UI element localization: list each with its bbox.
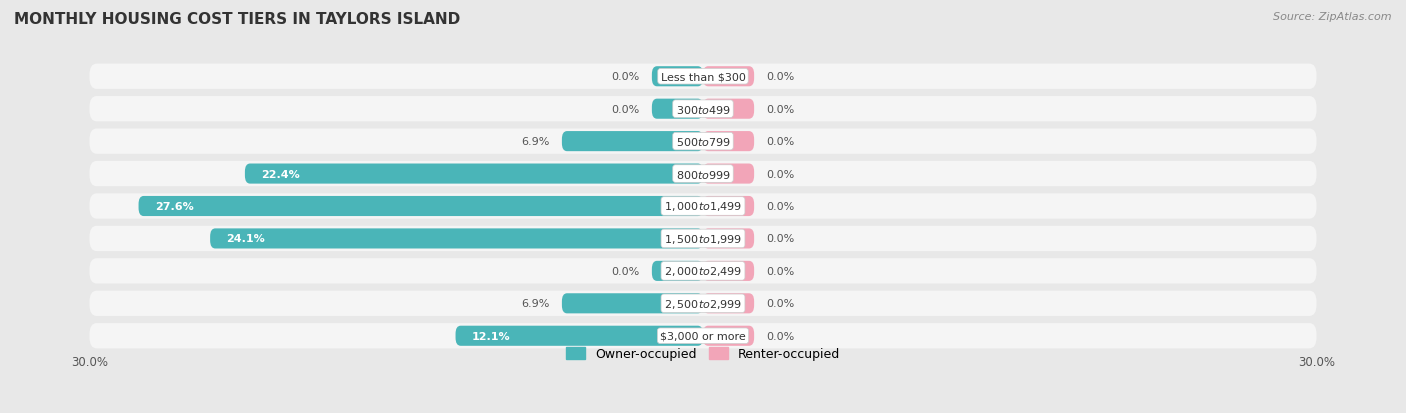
Text: 0.0%: 0.0% [766,169,794,179]
Text: 0.0%: 0.0% [766,137,794,147]
FancyBboxPatch shape [90,259,1316,284]
Text: 0.0%: 0.0% [766,299,794,309]
Text: $1,500 to $1,999: $1,500 to $1,999 [664,233,742,245]
Text: 6.9%: 6.9% [522,299,550,309]
Text: MONTHLY HOUSING COST TIERS IN TAYLORS ISLAND: MONTHLY HOUSING COST TIERS IN TAYLORS IS… [14,12,460,27]
Text: 0.0%: 0.0% [766,72,794,82]
FancyBboxPatch shape [703,132,754,152]
Text: $2,500 to $2,999: $2,500 to $2,999 [664,297,742,310]
FancyBboxPatch shape [90,64,1316,90]
FancyBboxPatch shape [652,67,703,87]
FancyBboxPatch shape [245,164,703,184]
Text: 0.0%: 0.0% [766,234,794,244]
Text: 12.1%: 12.1% [472,331,510,341]
Legend: Owner-occupied, Renter-occupied: Owner-occupied, Renter-occupied [567,347,839,361]
Text: 0.0%: 0.0% [612,266,640,276]
FancyBboxPatch shape [703,100,754,119]
FancyBboxPatch shape [703,229,754,249]
Text: 6.9%: 6.9% [522,137,550,147]
FancyBboxPatch shape [703,326,754,346]
FancyBboxPatch shape [456,326,703,346]
FancyBboxPatch shape [90,129,1316,154]
Text: 0.0%: 0.0% [766,266,794,276]
Text: 0.0%: 0.0% [766,202,794,211]
FancyBboxPatch shape [703,261,754,281]
Text: 30.0%: 30.0% [70,355,108,368]
FancyBboxPatch shape [652,261,703,281]
FancyBboxPatch shape [562,132,703,152]
Text: 24.1%: 24.1% [226,234,266,244]
Text: $800 to $999: $800 to $999 [675,168,731,180]
FancyBboxPatch shape [90,226,1316,252]
Text: 30.0%: 30.0% [1298,355,1336,368]
Text: 22.4%: 22.4% [262,169,299,179]
Text: $500 to $799: $500 to $799 [675,136,731,148]
Text: 27.6%: 27.6% [155,202,194,211]
Text: 0.0%: 0.0% [766,331,794,341]
FancyBboxPatch shape [139,197,703,216]
FancyBboxPatch shape [90,323,1316,349]
FancyBboxPatch shape [90,291,1316,316]
FancyBboxPatch shape [90,194,1316,219]
FancyBboxPatch shape [703,294,754,313]
Text: Less than $300: Less than $300 [661,72,745,82]
FancyBboxPatch shape [703,197,754,216]
Text: $3,000 or more: $3,000 or more [661,331,745,341]
FancyBboxPatch shape [703,67,754,87]
FancyBboxPatch shape [209,229,703,249]
Text: $300 to $499: $300 to $499 [675,103,731,115]
FancyBboxPatch shape [652,100,703,119]
Text: $1,000 to $1,499: $1,000 to $1,499 [664,200,742,213]
FancyBboxPatch shape [90,161,1316,187]
Text: 0.0%: 0.0% [766,104,794,114]
FancyBboxPatch shape [703,164,754,184]
FancyBboxPatch shape [562,294,703,313]
FancyBboxPatch shape [90,97,1316,122]
Text: 0.0%: 0.0% [612,104,640,114]
Text: 0.0%: 0.0% [612,72,640,82]
Text: $2,000 to $2,499: $2,000 to $2,499 [664,265,742,278]
Text: Source: ZipAtlas.com: Source: ZipAtlas.com [1274,12,1392,22]
